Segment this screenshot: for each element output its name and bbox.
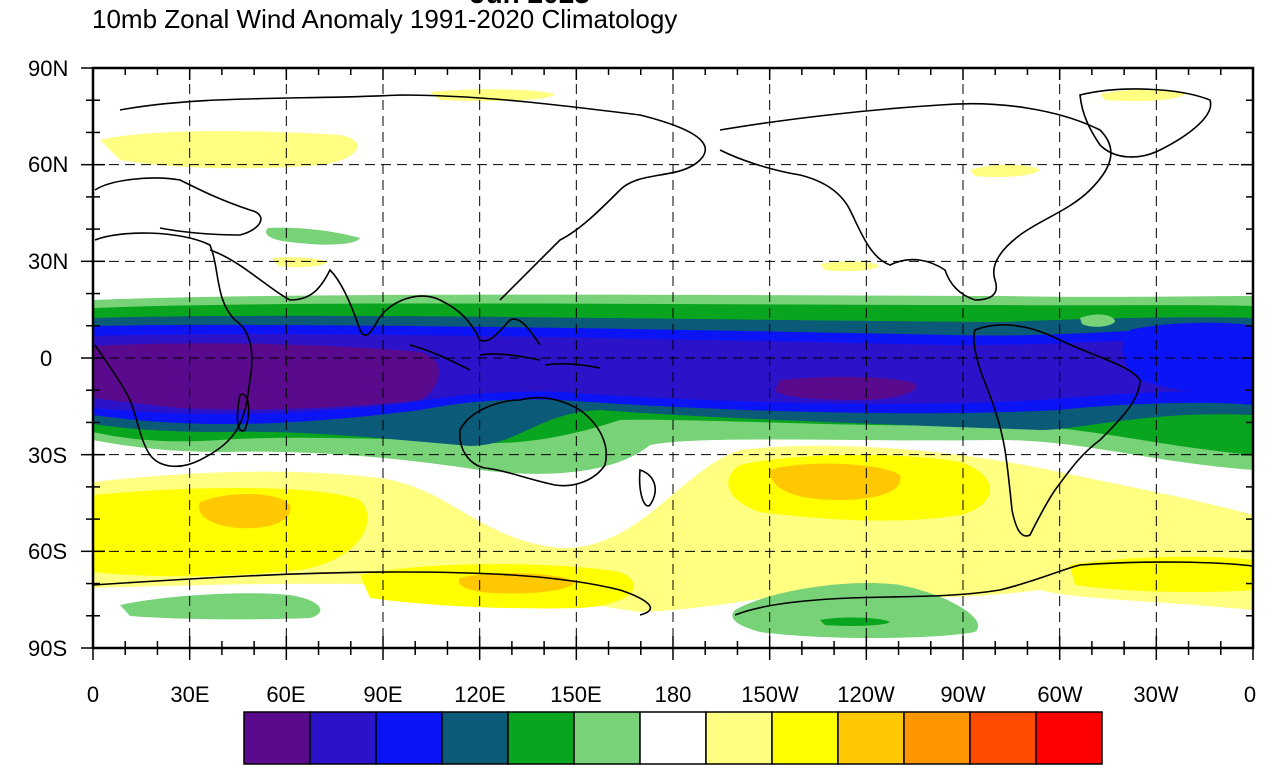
coast-greenland: [1079, 88, 1212, 158]
antarctic-green: [820, 617, 890, 626]
north-light-yellow-arctic: [430, 89, 555, 102]
x-label: 180: [655, 682, 692, 707]
coast-newzealand: [638, 468, 656, 507]
y-label: 90S: [28, 636, 67, 661]
x-label: 0: [87, 682, 99, 707]
colorbar-swatch: [375, 711, 443, 765]
band-blue-atlantic: [1122, 322, 1253, 396]
south-yellow-atlantic: [1070, 556, 1253, 593]
band-purple-pacific: [775, 376, 917, 400]
south-gold-pacific: [770, 463, 901, 500]
coast-north-america: [719, 102, 1112, 301]
colorbar-swatch: [573, 711, 641, 765]
y-label: 60N: [28, 152, 68, 177]
north-light-yellow-pacific: [820, 261, 880, 272]
colorbar-swatch: [309, 711, 377, 765]
y-label: 60S: [28, 539, 67, 564]
coast-antarctica: [93, 561, 1253, 616]
north-light-green-asia: [266, 227, 360, 245]
y-label: 90N: [28, 56, 68, 81]
south-yellow: [93, 488, 368, 577]
north-light-yellow-hudson: [970, 164, 1040, 178]
x-label: 0: [1244, 682, 1256, 707]
colorbar-swatch: [969, 711, 1037, 765]
colorbar-swatch: [837, 711, 905, 765]
colorbar-swatch: [705, 711, 773, 765]
colorbar-swatch: [1035, 711, 1103, 765]
y-label: 0: [40, 346, 52, 371]
antarctic-light-green-west: [120, 593, 321, 620]
graticule: [93, 68, 1253, 648]
coastlines: [93, 88, 1253, 616]
x-label: 60E: [266, 682, 305, 707]
x-label: 120E: [454, 682, 505, 707]
x-label: 120W: [837, 682, 895, 707]
coast-europe: [94, 177, 262, 236]
south-gold: [199, 494, 291, 529]
colorbar-swatch: [903, 711, 971, 765]
x-label: 90E: [363, 682, 402, 707]
coast-africa: [94, 232, 253, 468]
x-label: 150W: [741, 682, 799, 707]
band-purple: [93, 343, 439, 410]
north-light-yellow-canada: [1100, 89, 1185, 102]
colorbar-swatch: [639, 711, 707, 765]
coast-indonesia: [409, 344, 601, 371]
colorbar-swatch: [441, 711, 509, 765]
x-label: 150E: [550, 682, 601, 707]
colorbar-swatch: [507, 711, 575, 765]
x-label: 30W: [1133, 682, 1178, 707]
x-label: 90W: [940, 682, 985, 707]
y-label: 30S: [28, 443, 67, 468]
x-axis-labels: 0 30E 60E 90E 120E 150E 180 150W 120W 90…: [87, 682, 1256, 707]
coast-south-america: [973, 324, 1141, 537]
map-subtitle: 10mb Zonal Wind Anomaly 1991-2020 Climat…: [92, 4, 678, 34]
light-green-atlantic: [1080, 314, 1115, 327]
x-label: 60W: [1037, 682, 1082, 707]
north-light-yellow-eurasia: [100, 131, 358, 169]
coast-seasia: [439, 299, 541, 346]
y-label: 30N: [28, 249, 68, 274]
x-label: 30E: [170, 682, 209, 707]
coast-asia-north: [119, 94, 707, 301]
map-title: Jun 2023: [470, 0, 590, 10]
axis-ticks: [81, 67, 1254, 660]
colorbar-swatch: [243, 711, 311, 765]
y-axis-labels: 90N 60N 30N 0 30S 60S 90S: [28, 56, 68, 661]
coast-australia: [459, 396, 607, 487]
coast-madagascar: [236, 393, 250, 432]
colorbar: [243, 711, 1103, 765]
colorbar-swatch: [771, 711, 839, 765]
